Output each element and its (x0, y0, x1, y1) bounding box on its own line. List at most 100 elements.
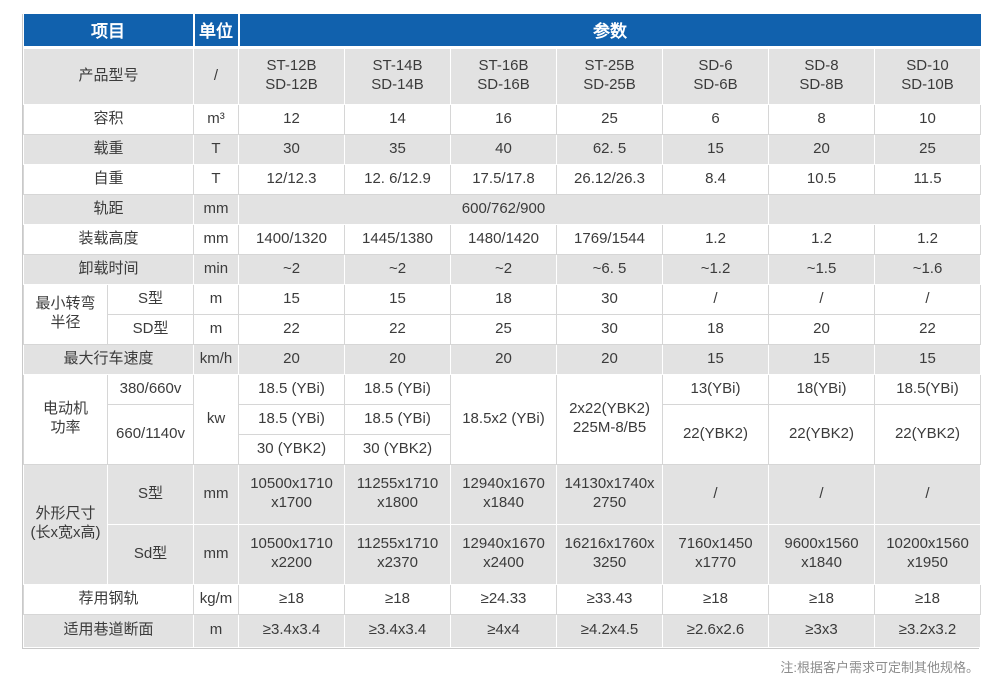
motor-group-label: 电动机 功率 (23, 373, 108, 465)
self-weight-value: 8.4 (662, 163, 769, 195)
motor-value: 22(YBK2) (874, 403, 981, 465)
dims-s-value: / (662, 463, 769, 525)
product-model-label: 产品型号 (23, 46, 194, 105)
self-weight-value: 10.5 (768, 163, 875, 195)
product-model-value: SD-10 SD-10B (874, 46, 981, 105)
row-loading-height: 装载高度 mm 1400/1320 1445/1380 1480/1420 17… (23, 223, 981, 255)
load-value: 35 (344, 133, 451, 165)
header-params: 参数 (238, 14, 981, 49)
rail-value: ≥18 (238, 583, 345, 615)
loading-height-value: 1.2 (662, 223, 769, 255)
motor-value: 18(YBi) (768, 373, 875, 405)
motor-value: 22(YBK2) (768, 403, 875, 465)
unload-time-value: ~2 (238, 253, 345, 285)
motor-value: 18.5 (YBi) (344, 373, 451, 405)
self-weight-value: 17.5/17.8 (450, 163, 557, 195)
row-load: 载重 T 30 35 40 62. 5 15 20 25 (23, 133, 981, 165)
max-speed-value: 20 (344, 343, 451, 375)
dims-group-label: 外形尺寸 (长x宽x高) (23, 463, 108, 585)
max-speed-value: 20 (556, 343, 663, 375)
row-dims-s: 外形尺寸 (长x宽x高) S型 mm 10500x1710 x1700 1125… (23, 463, 981, 585)
min-turn-s-label: S型 (107, 283, 194, 315)
dims-s-unit: mm (193, 463, 239, 525)
motor-value: 18.5x2 (YBi) (450, 373, 557, 465)
dims-s-value: / (874, 463, 981, 525)
unload-time-value: ~1.2 (662, 253, 769, 285)
row-max-speed: 最大行车速度 km/h 20 20 20 20 15 15 15 (23, 343, 981, 375)
volume-value: 12 (238, 103, 345, 135)
product-model-value: SD-6 SD-6B (662, 46, 769, 105)
load-label: 载重 (23, 133, 194, 165)
dims-sd-label: Sd型 (107, 523, 194, 585)
motor-unit: kw (193, 373, 239, 465)
min-turn-s-value: 30 (556, 283, 663, 315)
dims-sd-value: 10500x1710 x2200 (238, 523, 345, 585)
min-turn-s-value: 15 (238, 283, 345, 315)
max-speed-unit: km/h (193, 343, 239, 375)
dims-s-value: 10500x1710 x1700 (238, 463, 345, 525)
row-motor-2: 660/1140v 18.5 (YBi) 18.5 (YBi) 22(YBK2)… (24, 403, 981, 465)
roadway-value: ≥4.2x4.5 (556, 613, 663, 648)
motor-value: 30 (YBK2) (238, 433, 345, 465)
rail-value: ≥18 (874, 583, 981, 615)
gauge-unit: mm (193, 193, 239, 225)
self-weight-label: 自重 (23, 163, 194, 195)
loading-height-value: 1769/1544 (556, 223, 663, 255)
min-turn-sd-value: 20 (768, 313, 875, 345)
min-turn-sd-label: SD型 (107, 313, 194, 345)
self-weight-value: 11.5 (874, 163, 981, 195)
max-speed-value: 15 (768, 343, 875, 375)
loading-height-value: 1400/1320 (238, 223, 345, 255)
spec-table-grid: 项目 单位 参数 产品型号 / ST-12B SD-12B ST-14B SD-… (23, 14, 981, 648)
min-turn-s-value: / (768, 283, 875, 315)
rail-value: ≥33.43 (556, 583, 663, 615)
motor-value: 22(YBK2) (662, 403, 769, 465)
gauge-value: 600/762/900 (238, 193, 769, 225)
unload-time-value: ~1.5 (768, 253, 875, 285)
rail-unit: kg/m (193, 583, 239, 615)
min-turn-sd-value: 30 (556, 313, 663, 345)
loading-height-unit: mm (193, 223, 239, 255)
unload-time-value: ~2 (344, 253, 451, 285)
row-dims-sd: Sd型 mm 10500x1710 x2200 11255x1710 x2370… (24, 523, 981, 585)
dims-sd-value: 7160x1450 x1770 (662, 523, 769, 585)
motor-value: 18.5 (YBi) (238, 403, 345, 435)
dims-sd-value: 11255x1710 x2370 (344, 523, 451, 585)
dims-s-value: 14130x1740x 2750 (556, 463, 663, 525)
rail-value: ≥18 (344, 583, 451, 615)
max-speed-value: 20 (238, 343, 345, 375)
dims-sd-unit: mm (193, 523, 239, 585)
volume-label: 容积 (23, 103, 194, 135)
table-header-row: 项目 单位 参数 (23, 14, 981, 49)
volume-value: 16 (450, 103, 557, 135)
rail-value: ≥24.33 (450, 583, 557, 615)
rail-value: ≥18 (768, 583, 875, 615)
load-value: 62. 5 (556, 133, 663, 165)
loading-height-value: 1.2 (874, 223, 981, 255)
header-item: 项目 (23, 14, 195, 49)
motor-value: 13(YBi) (662, 373, 769, 405)
dims-s-value: / (768, 463, 875, 525)
dims-sd-value: 9600x1560 x1840 (768, 523, 875, 585)
dims-s-label: S型 (107, 463, 194, 525)
load-value: 15 (662, 133, 769, 165)
roadway-value: ≥3.4x3.4 (344, 613, 451, 648)
self-weight-unit: T (193, 163, 239, 195)
unload-time-value: ~2 (450, 253, 557, 285)
loading-height-value: 1.2 (768, 223, 875, 255)
roadway-unit: m (193, 613, 239, 648)
dims-s-value: 11255x1710 x1800 (344, 463, 451, 525)
max-speed-value: 15 (874, 343, 981, 375)
volume-unit: m³ (193, 103, 239, 135)
self-weight-value: 26.12/26.3 (556, 163, 663, 195)
product-model-unit: / (193, 46, 239, 105)
row-rail: 荐用钢轨 kg/m ≥18 ≥18 ≥24.33 ≥33.43 ≥18 ≥18 … (23, 583, 981, 615)
load-unit: T (193, 133, 239, 165)
gauge-empty-cell (768, 193, 981, 225)
roadway-label: 适用巷道断面 (23, 613, 194, 648)
volume-value: 10 (874, 103, 981, 135)
unload-time-value: ~6. 5 (556, 253, 663, 285)
loading-height-value: 1480/1420 (450, 223, 557, 255)
volume-value: 6 (662, 103, 769, 135)
